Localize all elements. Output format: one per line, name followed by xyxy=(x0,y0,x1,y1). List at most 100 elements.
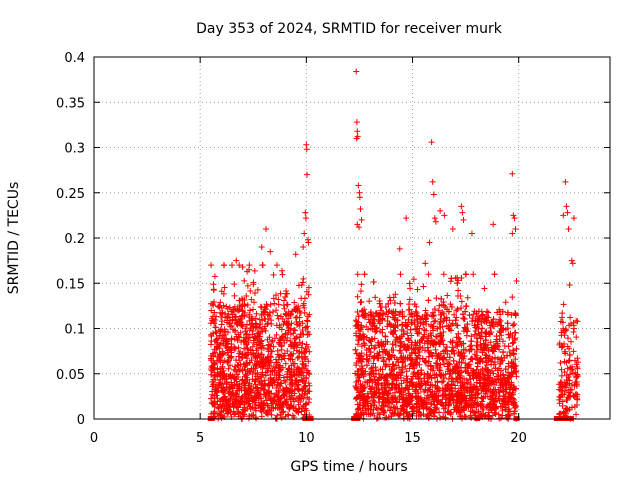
data-point xyxy=(271,335,278,342)
data-point xyxy=(390,376,397,383)
data-point xyxy=(257,321,264,328)
data-point xyxy=(377,374,384,381)
data-point xyxy=(499,385,506,392)
data-point-outlier xyxy=(302,215,309,222)
data-point xyxy=(416,339,423,346)
data-point-outlier xyxy=(512,225,519,232)
data-point xyxy=(413,326,420,333)
data-point-outlier xyxy=(428,139,435,146)
data-point xyxy=(460,346,467,353)
data-point xyxy=(396,311,403,318)
data-point xyxy=(388,365,395,372)
data-point xyxy=(419,345,426,352)
data-point xyxy=(367,309,374,316)
data-point xyxy=(451,363,458,370)
data-point xyxy=(247,347,254,354)
data-point xyxy=(483,388,490,395)
data-point xyxy=(363,362,370,369)
data-point xyxy=(284,411,291,418)
data-point xyxy=(241,401,248,408)
data-point xyxy=(439,396,446,403)
data-point xyxy=(393,334,400,341)
data-point xyxy=(359,382,366,389)
data-point xyxy=(251,405,258,412)
data-point xyxy=(352,370,359,377)
data-point xyxy=(253,384,260,391)
data-point xyxy=(463,326,470,333)
data-point xyxy=(276,382,283,389)
data-point xyxy=(440,378,447,385)
data-point xyxy=(461,316,468,323)
data-point-outlier xyxy=(239,263,246,270)
data-point xyxy=(404,375,411,382)
data-point xyxy=(485,372,492,379)
data-point xyxy=(394,371,401,378)
data-point xyxy=(498,414,505,421)
data-point xyxy=(463,303,470,310)
data-point xyxy=(249,316,256,323)
data-point xyxy=(219,365,226,372)
data-point xyxy=(210,381,217,388)
data-point xyxy=(207,395,214,402)
data-point-outlier xyxy=(569,260,576,267)
data-point xyxy=(265,403,272,410)
data-point xyxy=(233,357,240,364)
data-point xyxy=(408,319,415,326)
data-point xyxy=(241,387,248,394)
data-point xyxy=(276,389,283,396)
data-point xyxy=(376,311,383,318)
data-point xyxy=(488,358,495,365)
data-point xyxy=(509,340,516,347)
data-point xyxy=(484,368,491,375)
data-point xyxy=(557,318,564,325)
data-point xyxy=(280,408,287,415)
data-point xyxy=(412,308,419,315)
data-point xyxy=(259,363,266,370)
data-point xyxy=(385,300,392,307)
data-point xyxy=(354,386,361,393)
data-point xyxy=(402,363,409,370)
data-point xyxy=(404,330,411,337)
data-point xyxy=(217,309,224,316)
data-point xyxy=(447,301,454,308)
data-point xyxy=(407,326,414,333)
data-point xyxy=(365,357,372,364)
data-point xyxy=(463,332,470,339)
data-point xyxy=(228,308,235,315)
data-point xyxy=(420,333,427,340)
data-point xyxy=(432,384,439,391)
data-point xyxy=(243,292,250,299)
data-point-outlier xyxy=(432,218,439,225)
data-point-outlier xyxy=(566,282,573,289)
data-point xyxy=(277,411,284,418)
data-point xyxy=(573,317,580,324)
data-point xyxy=(565,358,572,365)
data-point xyxy=(440,298,447,305)
data-point xyxy=(448,387,455,394)
data-point xyxy=(231,363,238,370)
data-point xyxy=(425,271,432,278)
data-point xyxy=(505,343,512,350)
data-point xyxy=(444,350,451,357)
data-point xyxy=(278,342,285,349)
data-point xyxy=(300,361,307,368)
data-point xyxy=(366,353,373,360)
data-point xyxy=(247,386,254,393)
data-point-outlier xyxy=(460,216,467,223)
data-point xyxy=(218,313,225,320)
data-point-outlier xyxy=(568,257,575,264)
data-point xyxy=(402,385,409,392)
data-point xyxy=(401,406,408,413)
data-point xyxy=(481,382,488,389)
data-point xyxy=(274,404,281,411)
data-point xyxy=(387,322,394,329)
data-point xyxy=(442,399,449,406)
data-point xyxy=(384,403,391,410)
data-point-outlier xyxy=(357,206,364,213)
data-point xyxy=(470,375,477,382)
data-point xyxy=(291,326,298,333)
data-point xyxy=(492,365,499,372)
data-point xyxy=(250,385,257,392)
data-point xyxy=(500,326,507,333)
data-point xyxy=(558,344,565,351)
